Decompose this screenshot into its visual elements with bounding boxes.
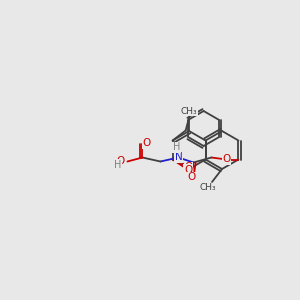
Text: CH₃: CH₃ <box>200 184 216 193</box>
Text: O: O <box>116 157 124 166</box>
Text: O: O <box>142 139 151 148</box>
Text: O: O <box>187 172 196 182</box>
Text: O: O <box>222 154 231 164</box>
Text: CH₃: CH₃ <box>181 106 197 116</box>
Text: H: H <box>114 160 121 170</box>
Text: O: O <box>184 165 192 175</box>
Text: O: O <box>184 163 193 172</box>
Text: H: H <box>173 142 180 152</box>
Text: N: N <box>175 152 182 163</box>
